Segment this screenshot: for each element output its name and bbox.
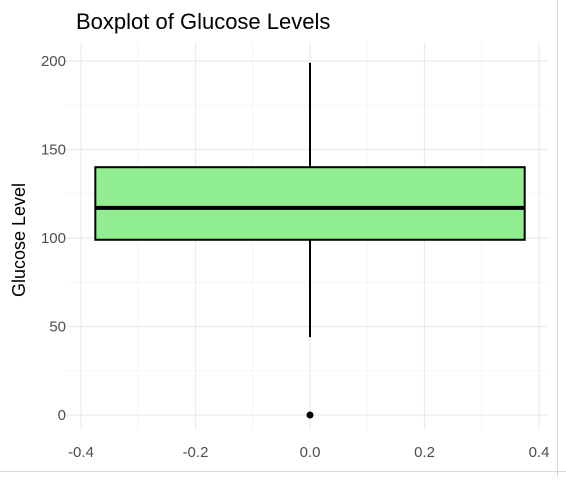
panel-border-bottom [0,471,566,472]
x-tick-label: -0.4 [68,444,94,461]
x-tick-label: 0.4 [529,444,550,461]
interquartile-box [94,166,526,241]
chart-title: Boxplot of Glucose Levels [76,9,330,34]
y-tick-label: 100 [41,230,66,247]
boxplot-marks [94,62,526,419]
y-tick-label: 0 [58,407,66,424]
x-tick-label: -0.2 [183,444,209,461]
y-axis-label: Glucose Level [9,183,29,297]
y-tick-label: 150 [41,142,66,159]
axis-ticks: -0.4 -0.2 0.0 0.2 0.4 0 50 100 150 200 [41,53,549,461]
panel-border-right [557,0,558,477]
outlier-point [306,411,314,419]
x-tick-label: 0.0 [300,444,321,461]
x-tick-label: 0.2 [414,444,435,461]
y-tick-label: 50 [49,319,66,336]
y-tick-label: 200 [41,53,66,70]
